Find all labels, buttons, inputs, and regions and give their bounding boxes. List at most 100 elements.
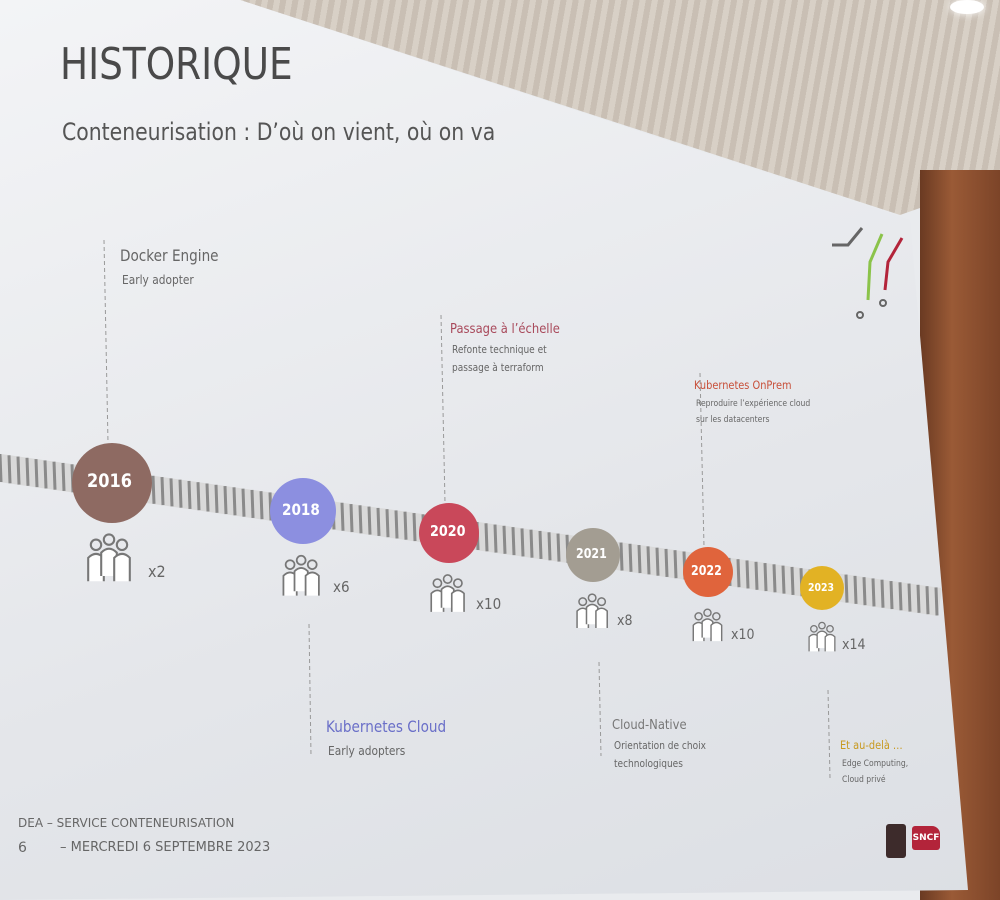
connector-line bbox=[308, 623, 312, 757]
track-sleeper bbox=[916, 584, 921, 613]
track-sleeper bbox=[637, 545, 642, 574]
track-sleeper bbox=[655, 547, 660, 576]
track-sleeper bbox=[646, 546, 651, 575]
track-sleeper bbox=[538, 530, 543, 560]
track-sleeper bbox=[745, 560, 750, 589]
team-multiplier: x14 bbox=[841, 637, 866, 654]
track-sleeper bbox=[25, 457, 30, 486]
track-sleeper bbox=[529, 529, 534, 558]
track-sleeper bbox=[907, 583, 912, 612]
track-sleeper bbox=[484, 523, 489, 552]
track-sleeper bbox=[673, 550, 678, 579]
track-sleeper bbox=[772, 564, 777, 593]
track-sleeper bbox=[7, 455, 12, 484]
milestone-heading: Et au-delà … bbox=[840, 738, 903, 752]
milestone-heading: Cloud-Native bbox=[612, 717, 687, 733]
slide-title: HISTORIQUE bbox=[60, 39, 293, 90]
track-sleeper bbox=[34, 459, 39, 488]
milestone-heading: Passage à l’échelle bbox=[450, 321, 560, 337]
milestone-description: technologiques bbox=[614, 757, 683, 770]
milestone-heading: Docker Engine bbox=[120, 246, 219, 265]
track-sleeper bbox=[61, 462, 66, 492]
people-group-icon bbox=[808, 621, 836, 652]
connector-line bbox=[440, 314, 446, 504]
track-sleeper bbox=[394, 510, 399, 539]
page-number: 6 bbox=[18, 840, 27, 856]
track-sleeper bbox=[367, 506, 372, 535]
year-marker-2018 bbox=[270, 478, 336, 544]
track-sleeper bbox=[889, 580, 894, 610]
people-group-icon bbox=[576, 593, 608, 629]
track-sleeper bbox=[898, 582, 903, 611]
year-label: 2023 bbox=[807, 580, 834, 594]
milestone-description: sur les datacenters bbox=[696, 415, 770, 425]
track-sleeper bbox=[556, 533, 561, 562]
people-group-icon bbox=[430, 574, 465, 612]
track-sleeper bbox=[349, 503, 354, 533]
milestone-description: Edge Computing, bbox=[842, 759, 909, 769]
track-sleeper bbox=[52, 461, 57, 490]
people-group-icon bbox=[282, 554, 320, 596]
rail-logo-line bbox=[832, 227, 864, 247]
track-sleeper bbox=[628, 543, 633, 572]
track-sleeper bbox=[187, 480, 192, 509]
track-sleeper bbox=[511, 527, 516, 556]
milestone-description: Early adopters bbox=[328, 743, 406, 758]
milestone-heading: Kubernetes Cloud bbox=[326, 717, 447, 736]
team-multiplier: x6 bbox=[332, 578, 350, 597]
year-label: 2016 bbox=[87, 469, 133, 492]
milestone-description: Refonte technique et bbox=[452, 343, 547, 356]
milestone-description: Early adopter bbox=[122, 272, 194, 287]
track-sleeper bbox=[241, 488, 246, 517]
year-marker-2021 bbox=[566, 528, 620, 582]
people-group-icon bbox=[87, 533, 131, 582]
track-sleeper bbox=[358, 505, 363, 534]
track-sleeper bbox=[232, 487, 237, 516]
year-label: 2022 bbox=[691, 563, 722, 579]
track-sleeper bbox=[790, 566, 795, 595]
rail-logo-dot bbox=[879, 299, 887, 307]
track-sleeper bbox=[853, 575, 858, 604]
track-sleeper bbox=[16, 456, 21, 485]
track-sleeper bbox=[178, 479, 183, 508]
track-sleeper bbox=[160, 477, 165, 506]
track-sleeper bbox=[871, 578, 876, 607]
connector-line bbox=[699, 372, 705, 548]
track-sleeper bbox=[493, 524, 498, 553]
track-sleeper bbox=[214, 484, 219, 513]
year-marker-2016 bbox=[72, 443, 152, 523]
track-sleeper bbox=[619, 542, 624, 571]
track-sleeper bbox=[43, 460, 48, 489]
track-sleeper bbox=[781, 565, 786, 594]
track-sleeper bbox=[502, 525, 507, 554]
sncf-logo: SNCF bbox=[912, 826, 940, 850]
year-marker-2022 bbox=[683, 547, 733, 597]
track-sleeper bbox=[403, 511, 408, 540]
team-multiplier: x2 bbox=[148, 562, 166, 581]
ceiling-light bbox=[950, 0, 984, 14]
track-sleeper bbox=[547, 532, 552, 561]
rail-logo-line bbox=[866, 233, 884, 301]
rail-logo-line bbox=[883, 237, 904, 291]
milestone-description: Cloud privé bbox=[842, 775, 886, 785]
track-sleeper bbox=[205, 483, 210, 512]
track-sleeper bbox=[754, 561, 759, 590]
dea-logo bbox=[886, 824, 906, 858]
track-sleeper bbox=[169, 478, 174, 507]
track-sleeper bbox=[862, 577, 867, 606]
year-label: 2021 bbox=[576, 546, 607, 562]
footer-date: – MERCREDI 6 SEPTEMBRE 2023 bbox=[60, 840, 271, 855]
track-sleeper bbox=[0, 453, 3, 483]
year-marker-2020 bbox=[419, 503, 479, 563]
track-sleeper bbox=[925, 586, 930, 615]
track-sleeper bbox=[880, 579, 885, 608]
connector-line bbox=[103, 239, 109, 444]
track-sleeper bbox=[196, 482, 201, 511]
slide-subtitle: Conteneurisation : D’où on vient, où on … bbox=[62, 118, 496, 146]
milestone-description: passage à terraform bbox=[452, 361, 544, 374]
milestone-description: Orientation de choix bbox=[614, 739, 706, 752]
team-multiplier: x10 bbox=[730, 626, 754, 643]
track-sleeper bbox=[376, 507, 381, 536]
connector-line bbox=[598, 661, 602, 757]
